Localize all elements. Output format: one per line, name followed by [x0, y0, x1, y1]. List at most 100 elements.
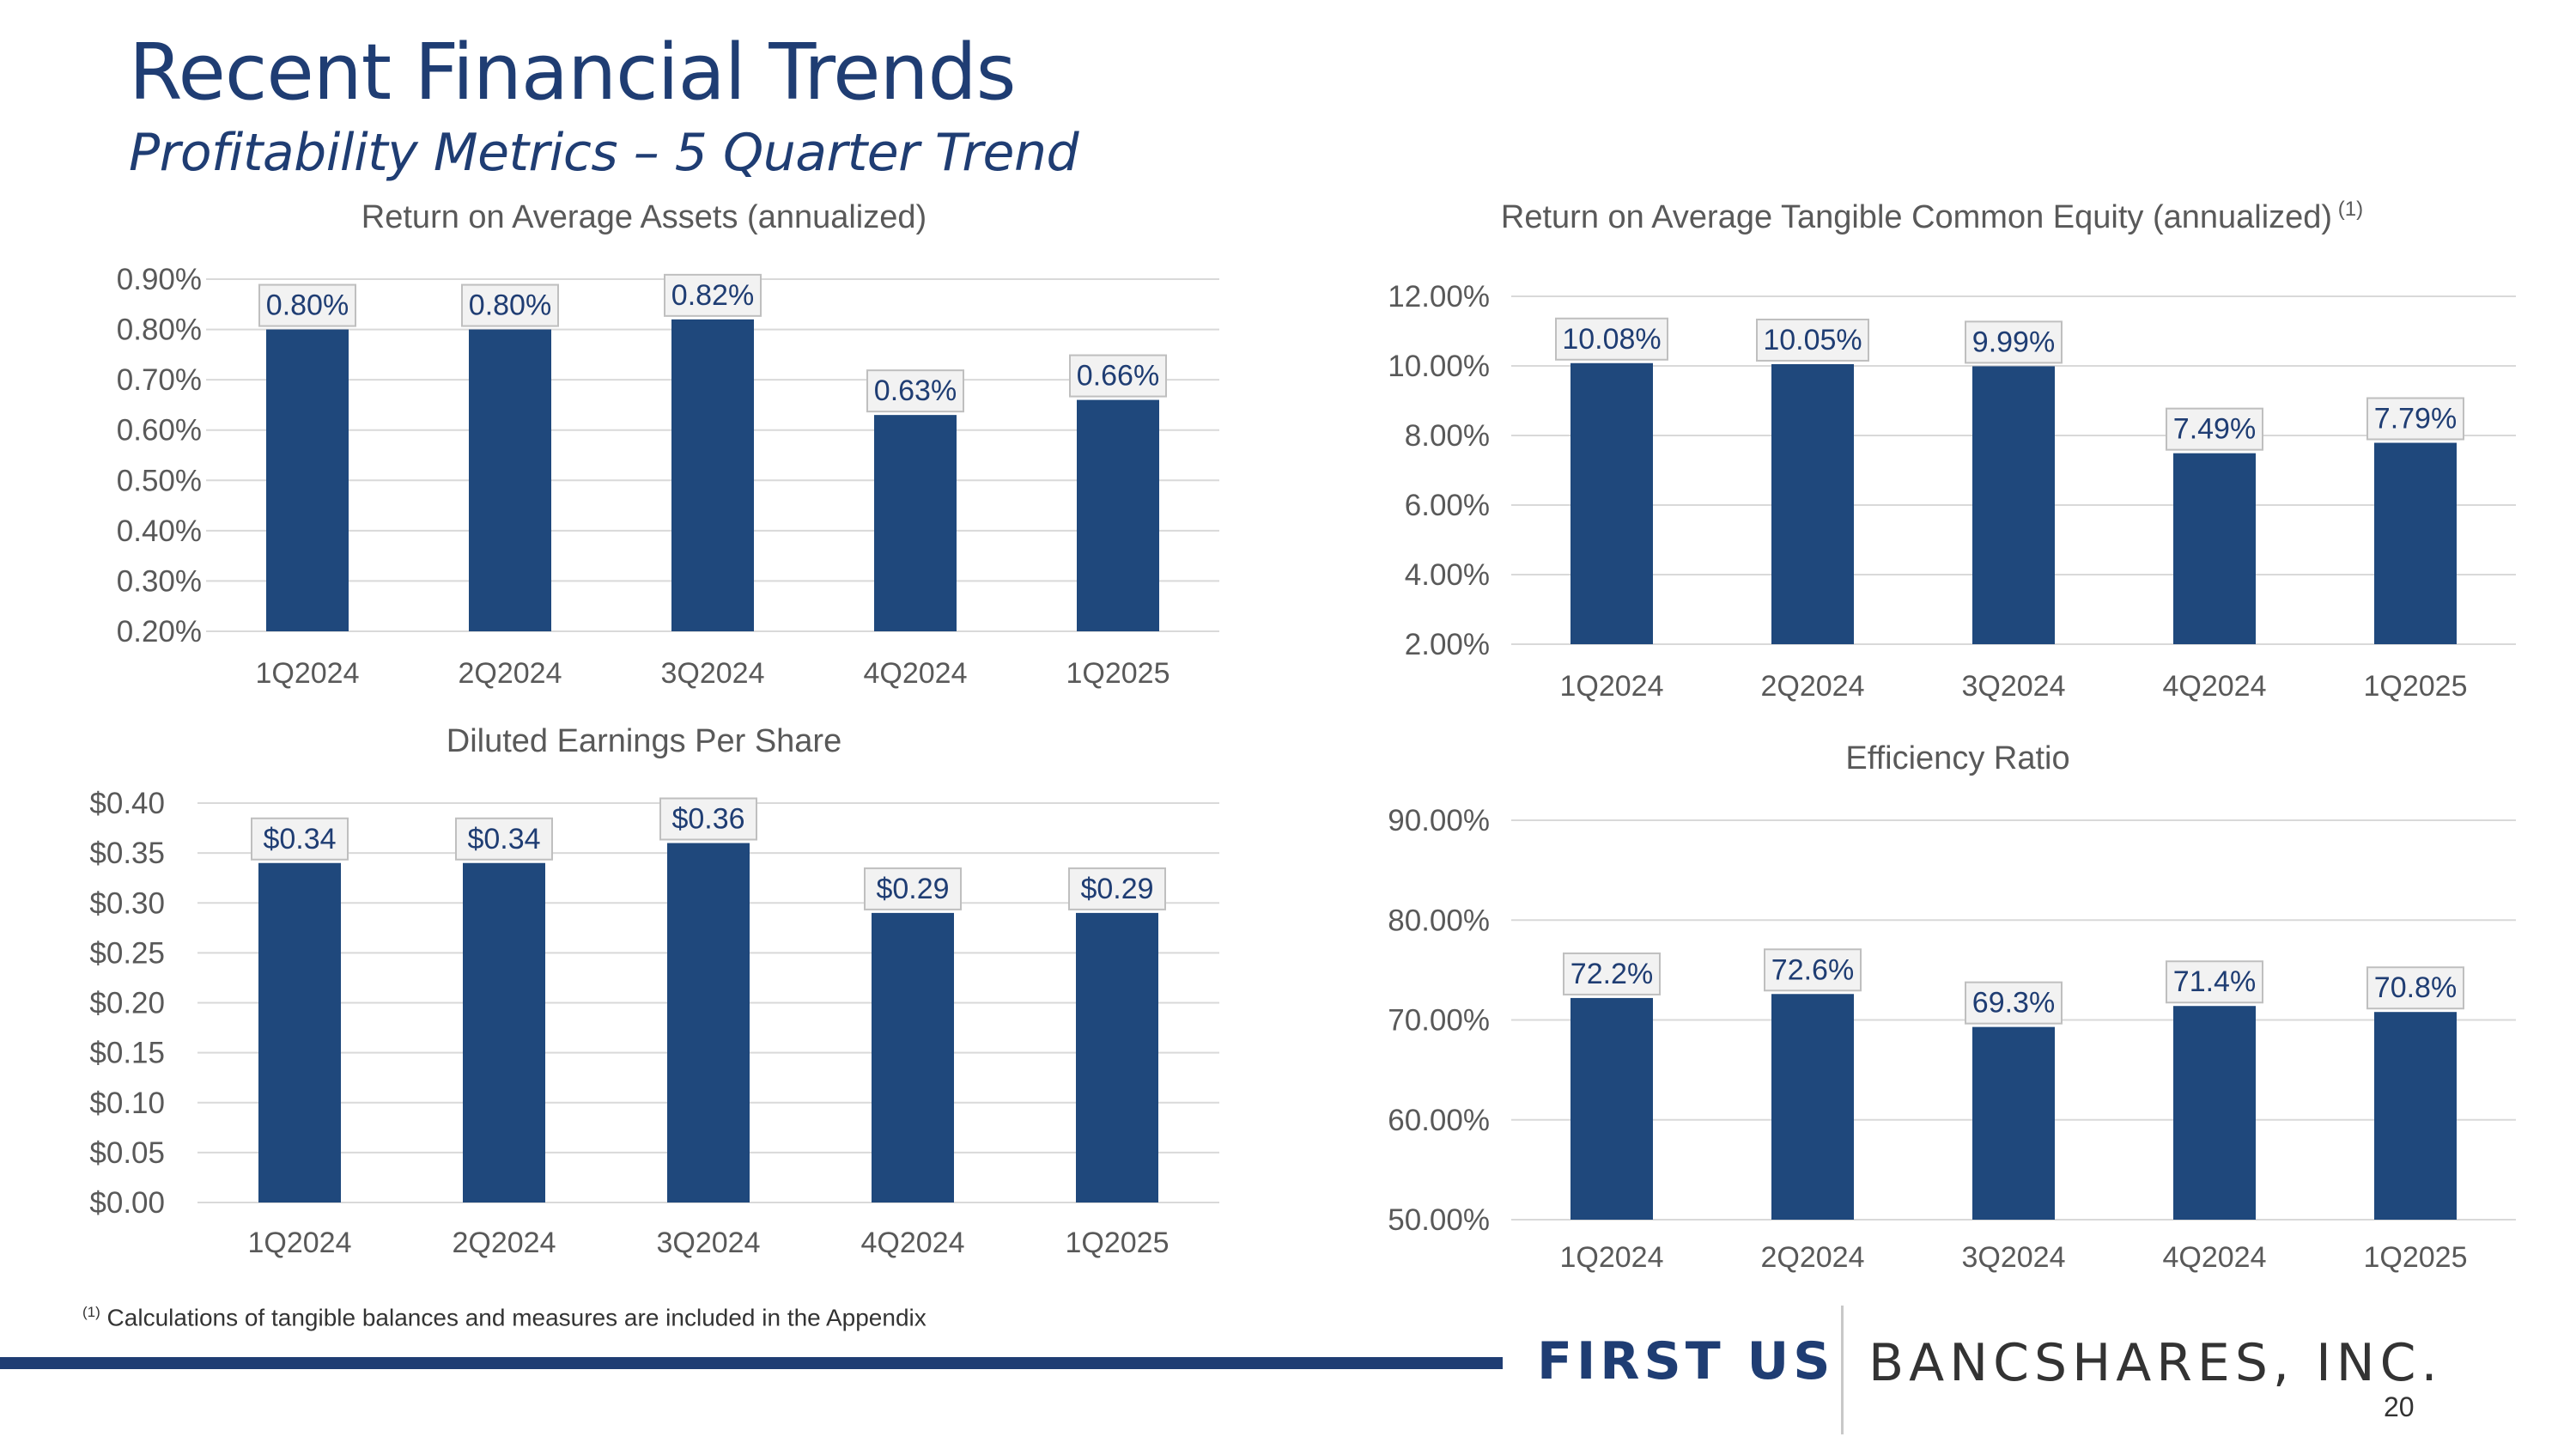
roaa-y-tick-label: 0.80% [117, 314, 202, 347]
eps-y-tick-label: $0.10 [89, 1087, 165, 1120]
footnote: (1) Calculations of tangible balances an… [82, 1304, 927, 1331]
rotce-data-label: 9.99% [1972, 326, 2055, 358]
eps-y-tick-label: $0.30 [89, 886, 165, 920]
eps-category-label: 3Q2024 [657, 1227, 761, 1259]
efficiency-category-label: 1Q2025 [2364, 1241, 2468, 1274]
eps-y-tick-label: $0.00 [89, 1186, 165, 1220]
roaa-data-label: 0.63% [874, 374, 957, 407]
eps-y-tick-label: $0.35 [89, 837, 165, 870]
rotce-y-tick-label: 8.00% [1405, 419, 1490, 453]
rotce-chart-title: Return on Average Tangible Common Equity… [1501, 198, 2363, 235]
eps-bar [872, 912, 954, 1202]
eps-chart-title: Diluted Earnings Per Share [447, 723, 841, 759]
roaa-data-label: 0.80% [469, 289, 551, 322]
efficiency-y-tick-label: 70.00% [1388, 1004, 1490, 1038]
efficiency-chart: Efficiency Ratio 50.00% 60.00% 70.00% 80.00%… [1388, 740, 2516, 1274]
rotce-y-tick-label: 6.00% [1405, 489, 1490, 522]
efficiency-data-label-box [1764, 948, 1862, 992]
rotce-data-label-box [1756, 318, 1869, 362]
roaa-y-tick-label: 0.60% [117, 414, 202, 447]
eps-data-label: $0.29 [1080, 873, 1153, 905]
efficiency-bar [1571, 997, 1653, 1220]
rotce-category-label: 4Q2024 [2163, 670, 2267, 703]
efficiency-data-label-box [2166, 960, 2263, 1004]
roaa-data-label-box [258, 283, 356, 327]
rotce-category-label: 1Q2024 [1560, 670, 1664, 703]
eps-category-label: 1Q2024 [248, 1227, 352, 1259]
rotce-bar [2173, 453, 2256, 644]
rotce-title-note: (1) [2332, 198, 2363, 221]
efficiency-data-label-box [1563, 952, 1661, 995]
roaa-bar [671, 319, 754, 631]
efficiency-y-tick-label: 80.00% [1388, 904, 1490, 937]
eps-data-label-box [659, 797, 757, 841]
efficiency-data-label: 72.2% [1571, 958, 1653, 990]
efficiency-data-label: 69.3% [1972, 987, 2055, 1020]
efficiency-bar [1972, 1026, 2055, 1220]
eps-bar [463, 862, 545, 1202]
efficiency-data-label-box [1965, 981, 2063, 1025]
rotce-data-label: 7.79% [2374, 403, 2457, 435]
rotce-data-label-box [1965, 320, 2063, 364]
efficiency-category-label: 4Q2024 [2163, 1241, 2267, 1274]
eps-bar [1076, 912, 1158, 1202]
roaa-y-tick-label: 0.90% [117, 263, 202, 296]
rotce-y-tick-label: 12.00% [1388, 280, 1490, 314]
eps-bar [258, 862, 341, 1202]
roaa-bar [1077, 399, 1159, 631]
roaa-y-tick-label: 0.50% [117, 464, 202, 497]
eps-data-label: $0.36 [671, 803, 744, 836]
rotce-category-label: 1Q2025 [2364, 670, 2468, 703]
efficiency-y-tick-label: 50.00% [1388, 1203, 1490, 1237]
footnote-marker: (1) [82, 1304, 100, 1320]
eps-data-label: $0.29 [876, 873, 949, 905]
eps-data-label: $0.34 [467, 823, 540, 855]
rotce-bar [1771, 363, 1854, 644]
rotce-y-tick-label: 4.00% [1405, 558, 1490, 592]
footer-rule [0, 1357, 1503, 1369]
rotce-bar [1972, 366, 2055, 644]
efficiency-data-label-box [2366, 966, 2464, 1010]
eps-data-label-box [864, 867, 962, 910]
eps-data-label-box [251, 817, 349, 861]
efficiency-bar [2173, 1006, 2256, 1220]
roaa-data-label: 0.66% [1077, 360, 1159, 393]
roaa-y-tick-label: 0.70% [117, 363, 202, 397]
roaa-data-label-box [866, 369, 964, 413]
rotce-data-label-box [1555, 317, 1668, 361]
roaa-bar [874, 415, 957, 631]
rotce-category-label: 2Q2024 [1761, 670, 1865, 703]
roaa-y-tick-label: 0.40% [117, 514, 202, 548]
roaa-chart-title: Return on Average Assets (annualized) [361, 199, 927, 235]
page-number: 20 [2384, 1391, 2415, 1422]
efficiency-bar [1771, 994, 1854, 1220]
rotce-y-tick-label: 2.00% [1405, 628, 1490, 661]
roaa-data-label-box [664, 273, 762, 317]
roaa-bar [469, 329, 551, 631]
eps-data-label: $0.34 [263, 823, 336, 855]
footnote-text: Calculations of tangible balances and me… [100, 1304, 927, 1331]
slide-subtitle: Profitability Metrics – 5 Quarter Trend [129, 123, 1079, 183]
efficiency-category-label: 1Q2024 [1560, 1241, 1664, 1274]
rotce-bar [2374, 442, 2457, 644]
eps-bar [667, 843, 750, 1202]
efficiency-data-label: 70.8% [2374, 971, 2457, 1004]
eps-data-label-box [455, 817, 553, 861]
roaa-y-tick-label: 0.20% [117, 615, 202, 648]
brand-divider [1841, 1306, 1844, 1434]
roaa-data-label: 0.82% [671, 279, 754, 312]
efficiency-chart-title: Efficiency Ratio [1845, 740, 2069, 776]
eps-y-tick-label: $0.05 [89, 1136, 165, 1170]
eps-data-label-box [1068, 867, 1166, 910]
rotce-data-label-box [2366, 397, 2464, 441]
roaa-category-label: 2Q2024 [459, 657, 562, 690]
efficiency-data-label: 72.6% [1771, 953, 1854, 986]
roaa-category-label: 4Q2024 [864, 657, 968, 690]
eps-y-tick-label: $0.15 [89, 1037, 165, 1070]
slide-title: Recent Financial Trends [129, 27, 1017, 118]
eps-category-label: 4Q2024 [861, 1227, 965, 1259]
brand-first-us: FIRST US [1537, 1331, 1835, 1391]
eps-category-label: 2Q2024 [453, 1227, 556, 1259]
rotce-chart: Return on Average Tangible Common Equity… [1388, 198, 2516, 703]
eps-y-tick-label: $0.40 [89, 787, 165, 820]
